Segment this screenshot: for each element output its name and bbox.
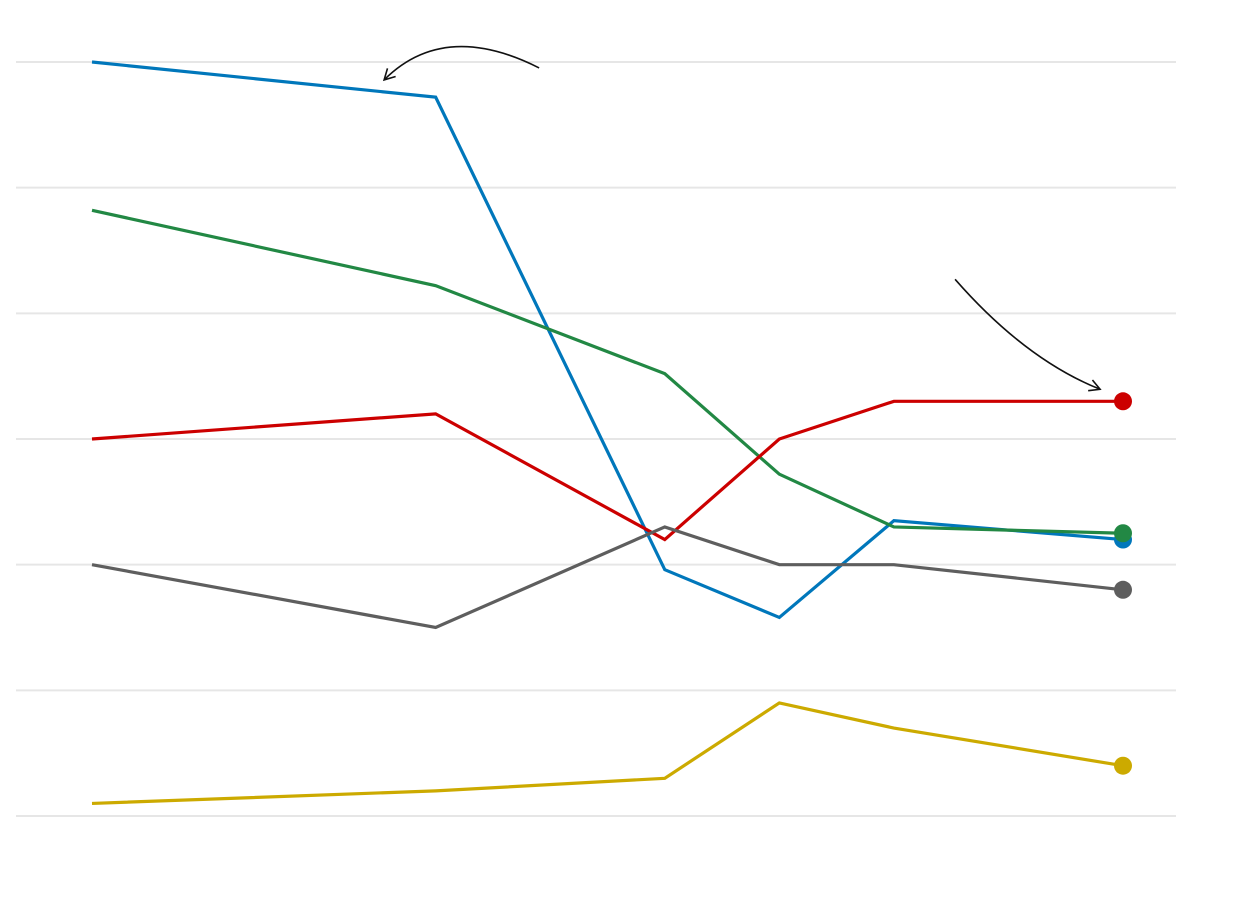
series-end-marker-4 <box>1114 580 1132 599</box>
gridlines <box>16 61 1176 817</box>
series-line-5 <box>91 701 1124 806</box>
annotation-arrowhead-2 <box>1088 379 1102 392</box>
series-end-marker-3 <box>1114 392 1132 411</box>
end-markers <box>1114 392 1132 775</box>
series-lines <box>91 60 1124 806</box>
annotation-arrowhead-1 <box>382 68 396 82</box>
series-line-1 <box>91 60 1124 620</box>
annotation-arrow-2 <box>954 278 1101 391</box>
series-line-2 <box>91 208 1124 535</box>
series-end-marker-2 <box>1114 524 1132 543</box>
series-line-4 <box>91 525 1124 630</box>
series-line-3 <box>91 399 1123 542</box>
series-end-marker-5 <box>1114 756 1132 775</box>
annotations <box>382 45 1102 392</box>
annotation-arrow-1 <box>383 45 540 81</box>
